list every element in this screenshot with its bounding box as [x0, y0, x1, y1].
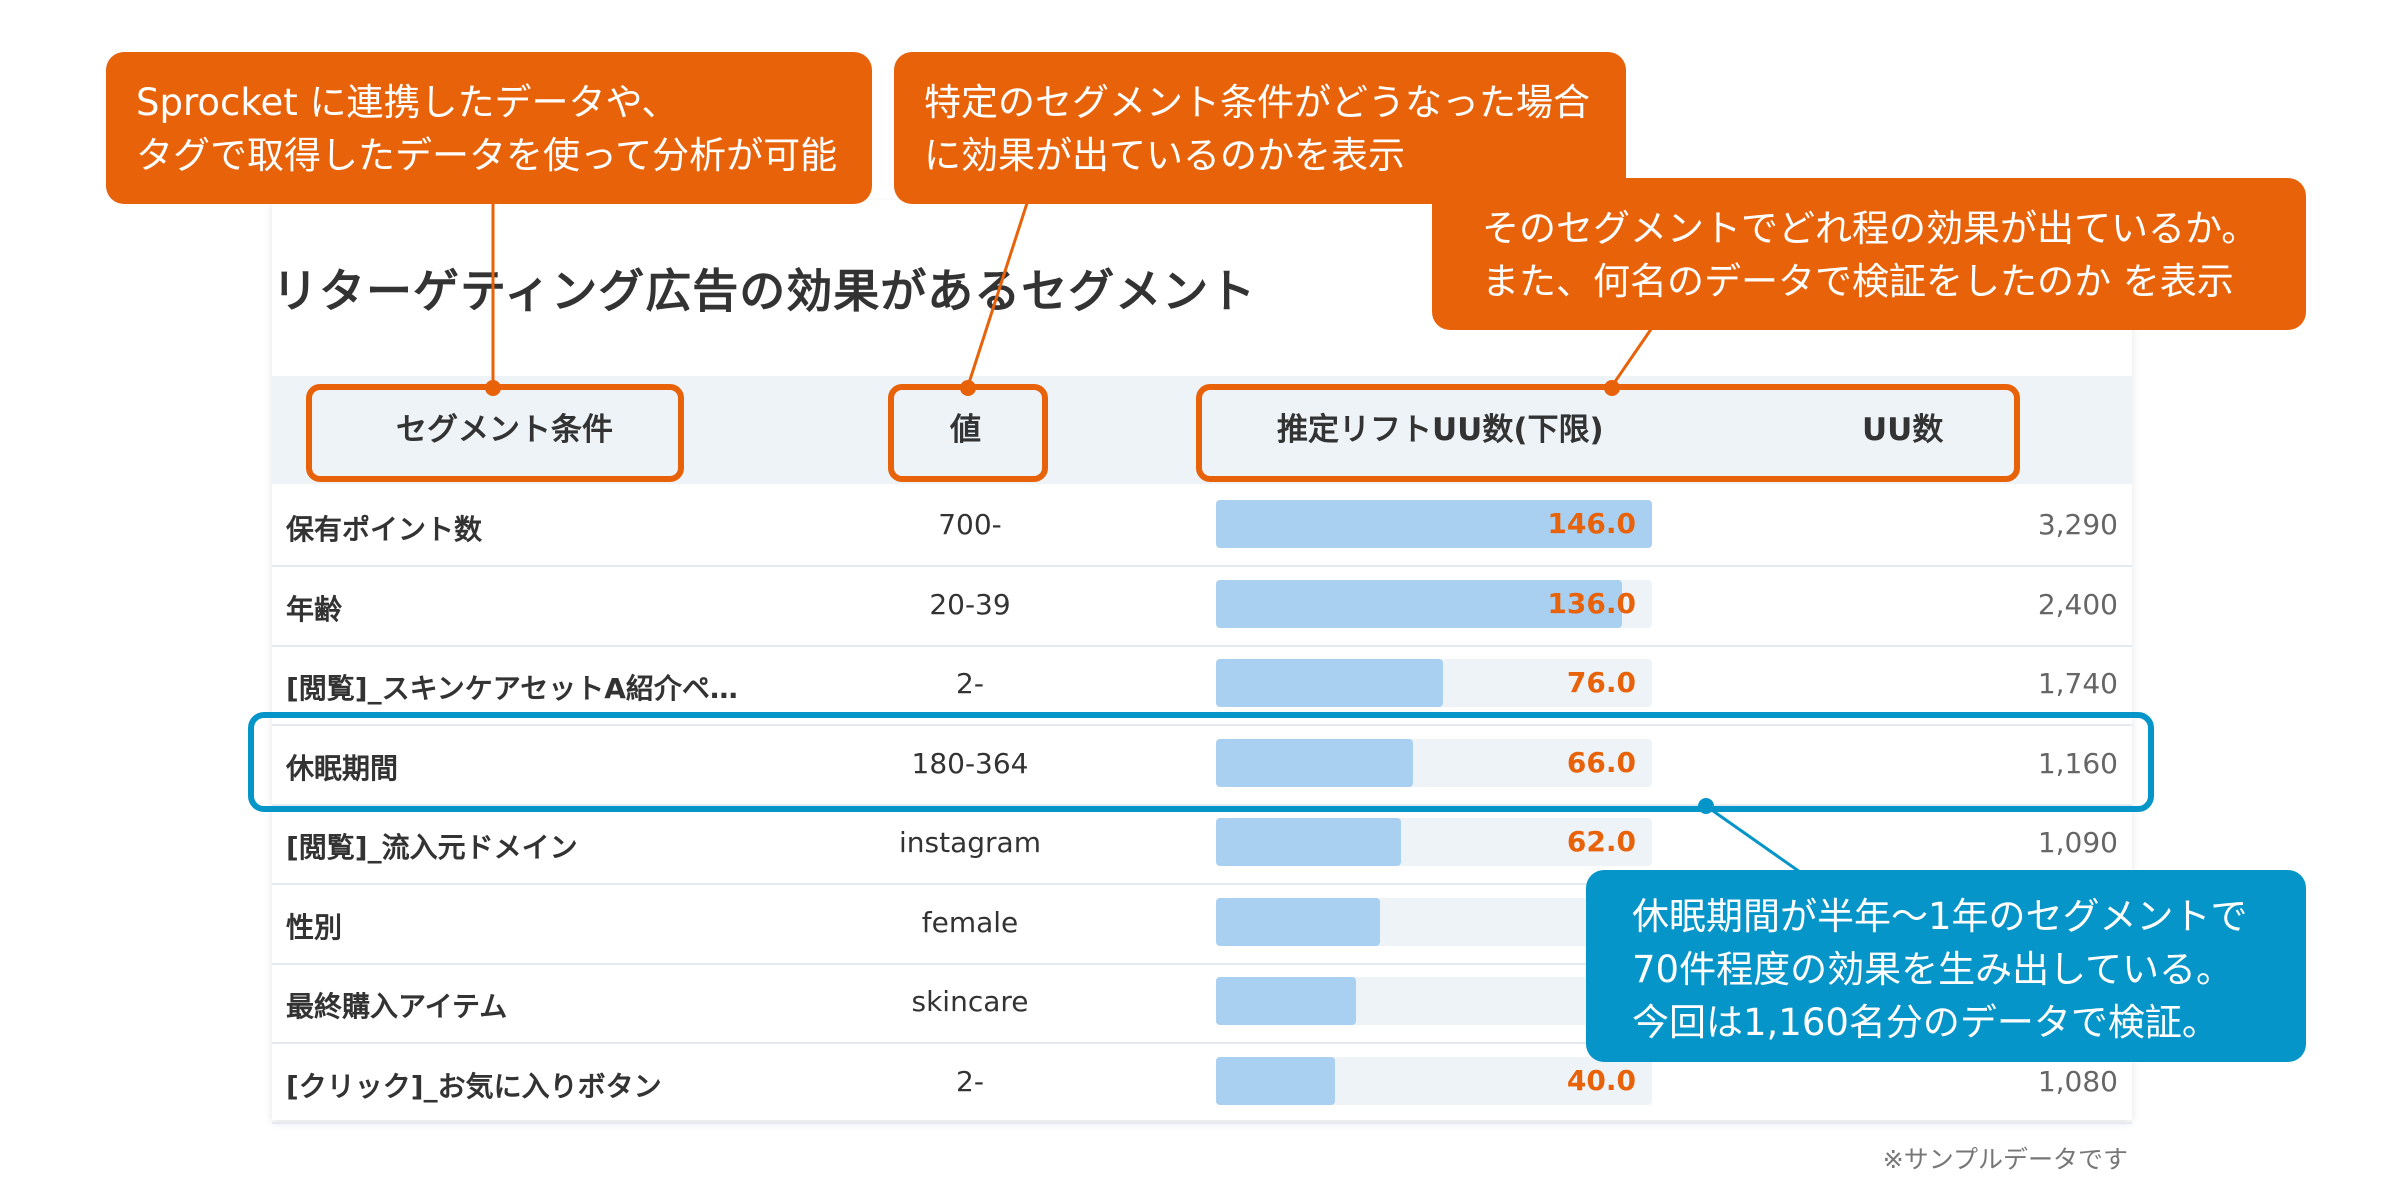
callout-dormant-insight-line1: 休眠期間が半年〜1年のセグメントで	[1632, 895, 2248, 938]
row-uu-count: 1,160	[2037, 746, 2118, 780]
connector-dot-4	[1698, 798, 1714, 814]
connector-line-3	[1610, 321, 1658, 387]
callout-effect-size-line2: また、何名のデータで検証をしたのか を表示	[1482, 260, 2234, 303]
lift-bar-track: 62.0	[1216, 818, 1652, 866]
row-value: 700-	[938, 508, 1002, 541]
lift-bar-track	[1216, 897, 1652, 946]
table-row[interactable]	[272, 566, 2132, 647]
callout-dormant-insight-line3: 今回は1,160名分のデータで検証。	[1632, 1001, 2219, 1044]
row-segment-label: 最終購入アイテム	[286, 990, 508, 1023]
lift-value-label: 66.0	[1566, 745, 1636, 779]
lift-bar	[1216, 818, 1401, 866]
row-segment-label: [閲覧]_流入元ドメイン	[286, 831, 578, 864]
connector-dot-2	[960, 380, 976, 396]
lift-value-label: 146.0	[1547, 507, 1636, 540]
callout-segment-condition: 特定のセグメント条件がどうなった場合 に効果が出ているのかを表示	[894, 52, 1626, 204]
lift-bar	[1216, 1056, 1335, 1105]
lift-bar	[1216, 579, 1622, 628]
table-row[interactable]	[272, 645, 2132, 726]
row-value: 180-364	[911, 746, 1029, 780]
lift-bar	[1216, 977, 1356, 1025]
row-segment-label: [クリック]_お気に入りボタン	[286, 1069, 662, 1103]
row-value: 2-	[956, 667, 984, 700]
lift-bar-track: 146.0	[1216, 500, 1652, 548]
row-uu-count: 1,090	[2037, 826, 2118, 859]
callout-segment-condition-line2: に効果が出ているのかを表示	[924, 134, 1405, 177]
lift-value-label: 40.0	[1566, 1063, 1636, 1097]
row-value: instagram	[899, 826, 1041, 859]
row-segment-label: 年齢	[286, 592, 343, 626]
row-value: 2-	[956, 1064, 984, 1098]
row-segment-label: 保有ポイント数	[286, 513, 483, 546]
row-segment-label: 休眠期間	[286, 751, 399, 785]
lift-bar	[1216, 738, 1413, 787]
callout-effect-size: そのセグメントでどれ程の効果が出ているか。 また、何名のデータで検証をしたのか …	[1432, 178, 2306, 330]
row-segment-label: [閲覧]_スキンケアセットA紹介ペ…	[286, 672, 738, 705]
row-uu-count: 2,400	[2037, 587, 2118, 621]
header-uu[interactable]: UU数	[1862, 412, 1944, 448]
lift-bar-track: 136.0	[1216, 579, 1652, 628]
row-value: skincare	[911, 985, 1029, 1018]
lift-bar-track: 40.0	[1216, 1056, 1652, 1105]
header-lift[interactable]: 推定リフトUU数(下限)	[1277, 412, 1604, 448]
row-uu-count: 1,740	[2037, 667, 2118, 700]
row-uu-count: 1,080	[2037, 1064, 2118, 1098]
page-title: リターゲティング広告の効果があるセグメント	[272, 264, 1257, 318]
table-row[interactable]	[272, 963, 2132, 1044]
lift-value-label: 136.0	[1547, 586, 1636, 620]
connector-line-2	[966, 199, 1030, 387]
row-value: female	[921, 905, 1019, 939]
lift-bar	[1216, 897, 1380, 946]
table-row[interactable]	[272, 1043, 2132, 1124]
table-row[interactable]	[272, 804, 2132, 885]
row-segment-label: 性別	[286, 910, 343, 944]
lift-bar	[1216, 500, 1652, 548]
table-row[interactable]	[272, 725, 2132, 806]
connector-dot-1	[485, 380, 501, 396]
sample-data-note: ※サンプルデータです	[1882, 1145, 2128, 1174]
lift-bar-track: 76.0	[1216, 659, 1652, 707]
lift-value-label: 62.0	[1566, 825, 1636, 858]
row-uu-count: 3,290	[2037, 508, 2118, 541]
callout-dormant-insight-line2: 70件程度の効果を生み出している。	[1632, 948, 2233, 991]
callout-data-source-line2: タグで取得したデータを使って分析が可能	[136, 134, 838, 177]
table-row[interactable]	[272, 486, 2132, 567]
table-row[interactable]	[272, 884, 2132, 965]
callout-effect-size-line1: そのセグメントでどれ程の効果が出ているか。	[1482, 207, 2259, 250]
callout-data-source-line1: Sprocket に連携したデータや、	[136, 81, 679, 124]
connector-line-4	[1705, 804, 1801, 874]
highlight-row-dormant	[248, 712, 2154, 812]
callout-segment-condition-line1: 特定のセグメント条件がどうなった場合	[924, 81, 1590, 124]
lift-bar	[1216, 659, 1443, 707]
lift-bar-track: 66.0	[1216, 738, 1652, 787]
row-value: 20-39	[929, 587, 1011, 621]
header-segment[interactable]: セグメント条件	[396, 412, 613, 448]
header-value[interactable]: 値	[950, 412, 981, 448]
lift-bar-track	[1216, 977, 1652, 1025]
connector-dot-3	[1604, 380, 1620, 396]
lift-value-label: 76.0	[1566, 666, 1636, 699]
callout-data-source: Sprocket に連携したデータや、 タグで取得したデータを使って分析が可能	[106, 52, 872, 204]
callout-dormant-insight: 休眠期間が半年〜1年のセグメントで 70件程度の効果を生み出している。 今回は1…	[1586, 870, 2306, 1062]
